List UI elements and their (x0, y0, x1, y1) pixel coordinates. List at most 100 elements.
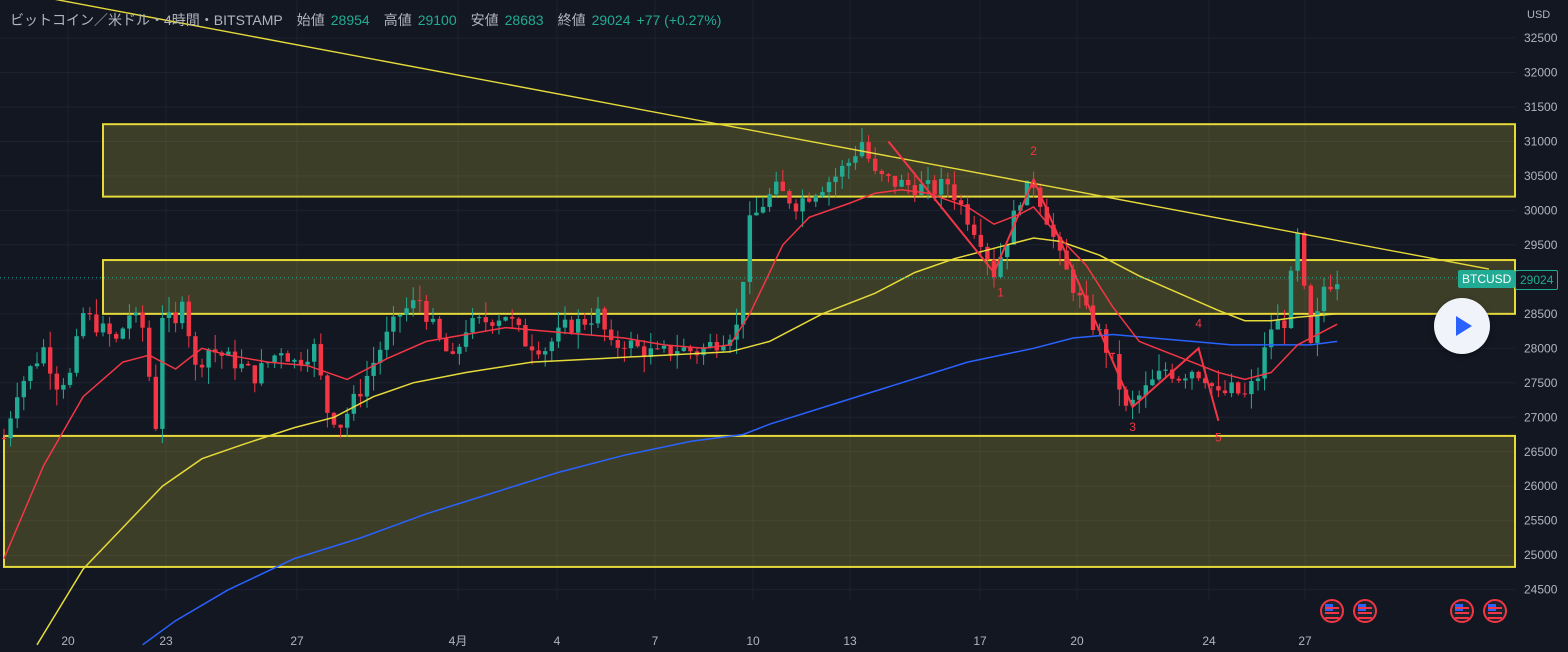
candle-body (978, 234, 983, 247)
candle-body (114, 334, 119, 339)
candle-body (1, 437, 7, 439)
price-axis[interactable]: 3250032000315003100030500300002950029000… (1524, 9, 1558, 597)
candle-body (378, 349, 383, 363)
trendline-segment[interactable] (4, 0, 1490, 270)
candle-body (272, 355, 277, 363)
candle-body (628, 340, 634, 349)
candle-body (1104, 329, 1109, 353)
us-flag-event-icon[interactable] (1483, 599, 1507, 623)
candle-body (470, 318, 475, 333)
ma-fast-line (3, 188, 1338, 559)
candle-body (1044, 206, 1049, 225)
candle-body (965, 204, 970, 225)
wave-label: 1 (997, 286, 1004, 300)
time-tick-label: 13 (843, 634, 857, 648)
price-zone[interactable] (3, 434, 1516, 568)
candle-body (61, 384, 66, 390)
price-tick-label: 31000 (1524, 134, 1558, 148)
trendline[interactable] (4, 0, 1490, 270)
candle-body (8, 418, 13, 439)
time-axis[interactable]: 20 23 27 4月 4 7 10 13 17 20 24 27 (61, 634, 1312, 648)
candle-body (688, 347, 693, 352)
candle-body (140, 312, 145, 328)
play-icon (1456, 316, 1472, 336)
candle-body (100, 323, 106, 333)
candle-body (595, 308, 601, 324)
candle-body (54, 373, 59, 390)
us-flag-event-icon[interactable] (1320, 599, 1344, 623)
candle-body (437, 318, 442, 339)
candle-body (972, 224, 977, 235)
candle-body (358, 393, 363, 397)
us-flag-event-icon[interactable] (1450, 599, 1474, 623)
candle-body (1249, 381, 1254, 395)
price-tick-label: 31500 (1524, 100, 1558, 114)
symbol-price-tag: BTCUSD (1458, 270, 1516, 288)
candle-body (180, 301, 185, 324)
wave-label: 4 (1195, 317, 1202, 331)
price-tick-label: 27500 (1524, 376, 1558, 390)
candle-body (48, 347, 53, 374)
candle-body (312, 344, 317, 362)
time-tick-label: 7 (652, 634, 659, 648)
candle-body (107, 323, 112, 335)
candle-body (503, 316, 508, 321)
play-button[interactable] (1434, 298, 1490, 354)
price-tick-label: 25000 (1524, 548, 1558, 562)
candle-body (411, 300, 416, 309)
symbol-title[interactable]: ビットコイン／米ドル・4時間・BITSTAMP (10, 12, 283, 28)
candle-body (404, 308, 409, 315)
candle-body (1183, 378, 1188, 381)
chart-header: ビットコイン／米ドル・4時間・BITSTAMP 始値 28954 高値 2910… (10, 10, 721, 30)
candle-body (81, 312, 86, 337)
candle-body (331, 412, 337, 425)
price-zone[interactable] (102, 123, 1516, 198)
candle-body (496, 320, 502, 326)
candle-body (609, 329, 614, 341)
candle-body (417, 300, 422, 302)
candle-body (615, 340, 620, 348)
candle-body (906, 179, 911, 186)
candle-body (1117, 354, 1122, 390)
price-zone[interactable] (102, 259, 1516, 315)
candle-body (747, 215, 752, 282)
candle-body (424, 301, 429, 322)
candle-body (820, 192, 825, 197)
open-label: 始値 (296, 12, 325, 28)
last-price-tag: 29024 (1515, 270, 1559, 290)
candle-body (1295, 232, 1300, 271)
candle-body (430, 318, 436, 322)
wave-path[interactable] (887, 140, 1220, 421)
candle-body (569, 319, 574, 333)
candle-body (899, 179, 904, 187)
price-tick-label: 32500 (1524, 31, 1558, 45)
candle-body (681, 347, 686, 352)
candle-body (1196, 371, 1201, 379)
candle-body (206, 349, 211, 368)
candle-body (767, 194, 772, 207)
candle-body (800, 198, 805, 212)
candle-body (655, 348, 660, 350)
candle-body (859, 142, 865, 157)
candle-body (120, 328, 125, 339)
candle-body (364, 375, 370, 397)
us-flag-event-icon[interactable] (1353, 599, 1377, 623)
candle-body (1209, 383, 1214, 387)
candle-body (15, 397, 20, 419)
elliott-wave[interactable]: 1 2 3 4 5 (887, 140, 1222, 444)
candle-body (582, 319, 587, 325)
candle-body (1216, 386, 1221, 391)
wave-label: 5 (1215, 430, 1222, 444)
candle-body (239, 363, 244, 369)
candle-body (133, 312, 139, 316)
candle-body (345, 413, 350, 428)
candle-body (1315, 311, 1320, 343)
support-resistance-zones[interactable] (3, 123, 1516, 568)
candle-body (1269, 329, 1274, 348)
candle-body (925, 180, 931, 184)
price-tick-label: 32000 (1524, 65, 1558, 79)
candle-body (186, 301, 191, 337)
candle-body (1335, 284, 1340, 290)
time-tick-label: 27 (290, 634, 304, 648)
